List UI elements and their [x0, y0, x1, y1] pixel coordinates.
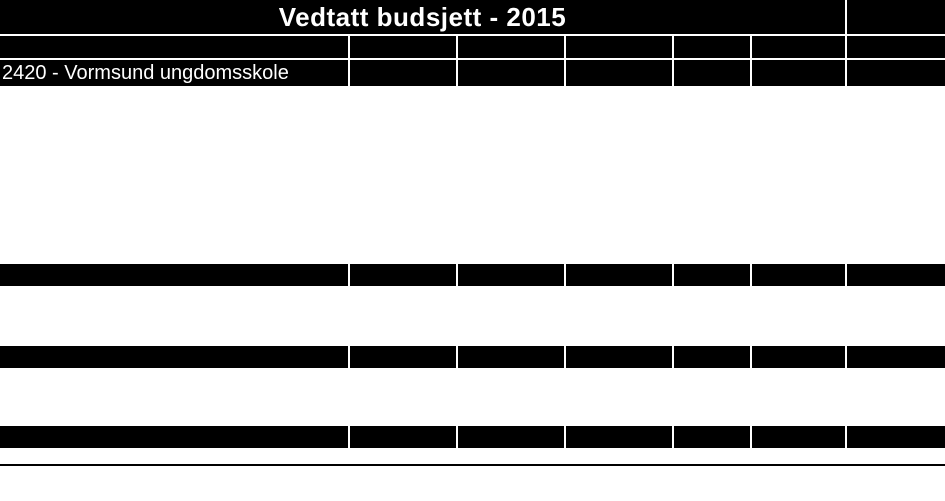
band-cell [350, 264, 458, 286]
data-cell [458, 60, 566, 86]
data-cell [566, 60, 674, 86]
white-gap [0, 448, 945, 464]
band-cell [350, 346, 458, 368]
band-cell [752, 426, 847, 448]
title-tail [847, 0, 945, 34]
band-cell [0, 346, 350, 368]
band-cell [752, 264, 847, 286]
band-cell [847, 346, 945, 368]
header-cell [0, 36, 350, 58]
band-cell [847, 264, 945, 286]
band-cell [0, 426, 350, 448]
band-cell [752, 346, 847, 368]
gap-cell [0, 286, 945, 346]
header-cell [847, 36, 945, 58]
data-cell [752, 60, 847, 86]
section-band [0, 426, 945, 448]
data-cell [350, 60, 458, 86]
header-cell [350, 36, 458, 58]
data-cell [674, 60, 752, 86]
gap-cell [0, 448, 945, 464]
band-cell [674, 346, 752, 368]
gap-cell [0, 368, 945, 426]
white-gap [0, 286, 945, 346]
band-cell [458, 264, 566, 286]
gap-cell [0, 86, 945, 264]
budget-table: Vedtatt budsjett - 2015 2420 - Vormsund … [0, 0, 945, 466]
header-cell [458, 36, 566, 58]
header-cell [752, 36, 847, 58]
header-cell [674, 36, 752, 58]
white-gap [0, 368, 945, 426]
band-cell [458, 346, 566, 368]
band-cell [350, 426, 458, 448]
band-cell [847, 426, 945, 448]
section-band [0, 346, 945, 368]
band-cell [566, 346, 674, 368]
band-cell [674, 264, 752, 286]
header-band [0, 36, 945, 58]
header-cell [566, 36, 674, 58]
band-cell [674, 426, 752, 448]
row-label: 2420 - Vormsund ungdomsskole [0, 60, 350, 86]
band-cell [566, 264, 674, 286]
data-cell [847, 60, 945, 86]
section-band [0, 264, 945, 286]
title-row: Vedtatt budsjett - 2015 [0, 0, 945, 34]
bottom-line [0, 464, 945, 466]
white-gap [0, 86, 945, 264]
page-title: Vedtatt budsjett - 2015 [0, 0, 847, 34]
band-cell [566, 426, 674, 448]
band-cell [0, 264, 350, 286]
band-cell [458, 426, 566, 448]
data-row: 2420 - Vormsund ungdomsskole [0, 60, 945, 86]
